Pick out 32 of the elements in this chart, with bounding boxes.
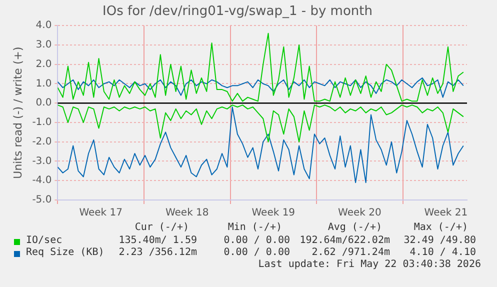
text: Avg (-/+) — [328, 222, 382, 233]
text: 4.10 / 4.10 — [410, 247, 476, 258]
text: Min (-/+) — [228, 222, 282, 233]
text: Cur (-/+) — [134, 222, 189, 233]
text: 135.40m/ 1.59 — [118, 235, 197, 246]
y-tick-label: -3.0 — [32, 156, 52, 167]
y-tick-label: 4.0 — [36, 20, 52, 32]
y-tick-label: 0.0 — [36, 98, 52, 109]
x-tick-label: Week 21 — [424, 208, 468, 219]
x-tick-label: Week 19 — [252, 208, 296, 219]
legend-label: Req Size (KB) — [26, 247, 104, 258]
text: 32.49 /49.80 — [404, 235, 476, 246]
text: 2.62 /971.24m — [312, 247, 390, 258]
text: Max (-/+) — [414, 222, 468, 233]
x-tick-label: Week 17 — [79, 208, 123, 219]
y-tick-label: -2.0 — [32, 136, 52, 148]
y-tick-label: 1.0 — [36, 78, 52, 90]
x-tick-label: Week 20 — [338, 208, 382, 219]
text: 0.00 / 0.00 — [224, 235, 290, 246]
x-tick-label: Week 18 — [165, 208, 209, 219]
y-axis-title: Units read (-) / write (+) — [11, 46, 24, 179]
y-tick-label: -5.0 — [32, 194, 52, 206]
y-tick-label: -1.0 — [32, 117, 52, 128]
text: Last update: Fri May 22 03:40:38 2026 — [258, 259, 481, 270]
y-tick-label: -4.0 — [32, 175, 52, 186]
text: 0.00 / 0.00 — [224, 247, 290, 258]
y-tick-label: 2.0 — [36, 58, 52, 70]
chart-title: IOs for /dev/ring01-vg/swap_1 - by month — [102, 4, 372, 20]
legend-label: IO/sec — [26, 235, 62, 246]
text: 2.23 /356.12m — [118, 247, 197, 258]
y-tick-label: 3.0 — [36, 40, 52, 51]
text: 192.64m/622.02m — [300, 235, 390, 246]
